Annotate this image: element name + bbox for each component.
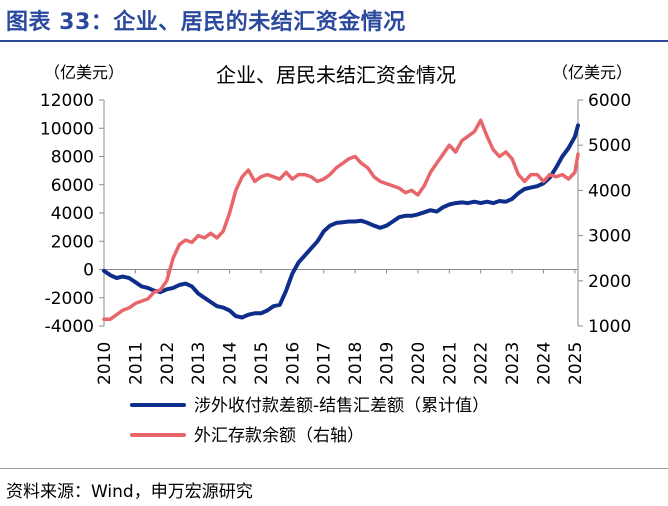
left-tick-label: 8000 — [51, 148, 94, 168]
x-tick-label: 2025 — [566, 342, 586, 385]
right-tick-label: 2000 — [588, 272, 631, 292]
left-tick-label: 6000 — [51, 176, 94, 196]
source-note: 资料来源：Wind，申万宏源研究 — [6, 482, 253, 502]
x-tick-label: 2011 — [126, 342, 146, 385]
left-tick-label: 4000 — [51, 204, 94, 224]
x-tick-label: 2018 — [346, 342, 366, 385]
right-tick-label: 5000 — [588, 136, 631, 156]
right-tick-label: 1000 — [588, 317, 631, 337]
left-axis-unit: （亿美元） — [44, 63, 124, 82]
right-tick-label: 6000 — [588, 91, 631, 111]
chart-area: 企业、居民未结汇资金情况 （亿美元） （亿美元） 12000 10000 8000 6000… — [0, 46, 668, 466]
figure-title: 图表 33：企业、居民的未结汇资金情况 — [6, 10, 406, 35]
x-tick-label: 2021 — [440, 342, 460, 385]
x-tick-label: 2020 — [409, 342, 429, 385]
footer-divider — [0, 468, 668, 469]
x-tick-label: 2010 — [95, 342, 115, 385]
right-axis-unit: （亿美元） — [552, 63, 632, 82]
x-tick-label: 2017 — [315, 342, 335, 385]
left-tick-label: 2000 — [51, 232, 94, 252]
x-tick-label: 2019 — [378, 342, 398, 385]
x-tick-label: 2015 — [252, 342, 272, 385]
figure-header: 图表 33：企业、居民的未结汇资金情况 — [0, 0, 668, 46]
x-tick-label: 2013 — [189, 342, 209, 385]
legend-label: 外汇存款余额（右轴） — [194, 426, 364, 446]
left-tick-label: 12000 — [40, 91, 94, 111]
x-tick-label: 2014 — [221, 342, 241, 385]
x-tick-label: 2012 — [158, 342, 178, 385]
x-tick-label: 2024 — [534, 342, 554, 385]
right-tick-label: 4000 — [588, 181, 631, 201]
right-tick-label: 3000 — [588, 227, 631, 247]
line-chart: 企业、居民未结汇资金情况（亿美元） （亿美元）120001000080006000… — [40, 63, 632, 446]
left-tick-label: -4000 — [45, 317, 94, 337]
left-tick-label: 10000 — [40, 119, 94, 139]
x-tick-label: 2023 — [503, 342, 523, 385]
left-tick-label: 0 — [83, 261, 94, 281]
series-line-net-flow — [102, 123, 580, 320]
series-line-fx-deposits — [102, 118, 580, 321]
title-underline — [0, 40, 668, 42]
x-tick-label: 2022 — [472, 342, 492, 385]
x-tick-label: 2016 — [283, 342, 303, 385]
chart-title: 企业、居民未结汇资金情况 — [216, 63, 456, 87]
left-tick-label: -2000 — [45, 289, 94, 309]
legend-label: 涉外收付款差额-结售汇差额（累计值） — [194, 396, 489, 416]
